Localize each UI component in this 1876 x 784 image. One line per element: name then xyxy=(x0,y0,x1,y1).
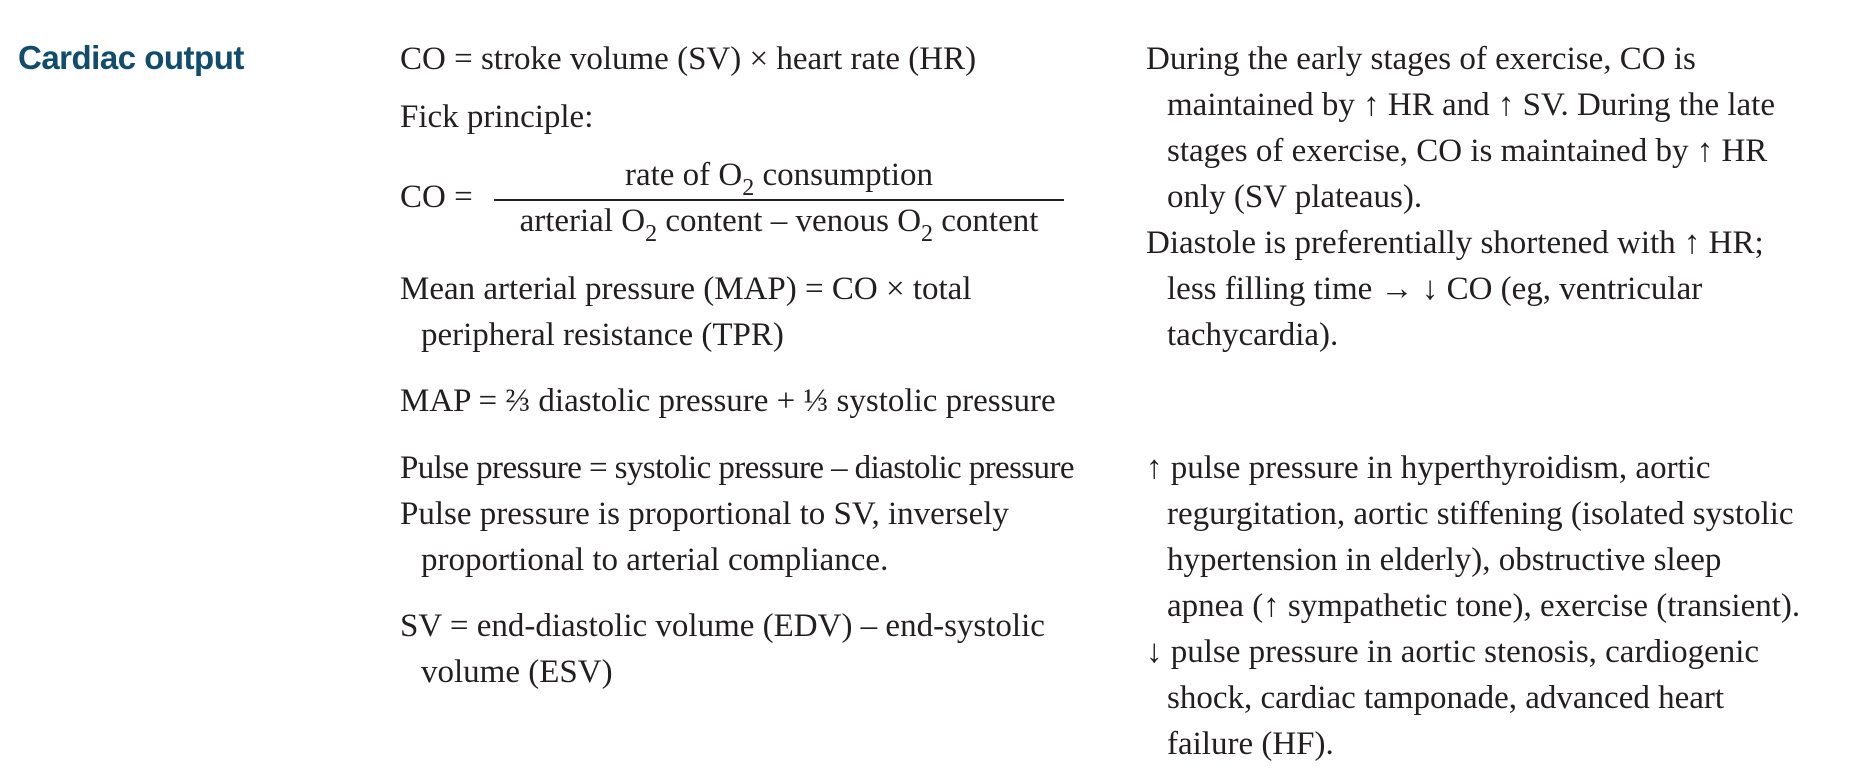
fick-lhs: CO = xyxy=(400,179,473,215)
diastole-line-1: Diastole is preferentially shortened wit… xyxy=(1146,225,1764,261)
fick-denominator: arterial O2 content – venous O2 content xyxy=(519,203,1039,247)
fick-numerator: rate of O2 consumption xyxy=(624,157,934,201)
section-heading: Cardiac output xyxy=(18,39,244,76)
pp-down-line-1: ↓ pulse pressure in aortic stenosis, car… xyxy=(1146,634,1760,670)
pp-down-line-2: shock, cardiac tamponade, advanced heart xyxy=(1167,680,1725,716)
exercise-line-4: only (SV plateaus). xyxy=(1167,179,1423,215)
pp-prop-line-2: proportional to arterial compliance. xyxy=(421,542,889,578)
map-fraction-formula: MAP = ⅔ diastolic pressure + ⅓ systolic … xyxy=(400,378,1140,424)
map-line-1: Mean arterial pressure (MAP) = CO × tota… xyxy=(400,271,972,307)
pp-formula: Pulse pressure = systolic pressure – dia… xyxy=(400,450,1074,486)
pp-prop-line-1: Pulse pressure is proportional to SV, in… xyxy=(400,496,1009,532)
fick-formula: CO = rate of O2 consumption arterial O2 … xyxy=(400,152,1120,252)
exercise-note: During the early stages of exercise, CO … xyxy=(1146,36,1876,358)
map-fraction-text: MAP = ⅔ diastolic pressure + ⅓ systolic … xyxy=(400,383,1056,419)
exercise-line-2: maintained by ↑ HR and ↑ SV. During the … xyxy=(1167,87,1775,123)
exercise-line-1: During the early stages of exercise, CO … xyxy=(1146,41,1696,77)
pp-up-line-2: regurgitation, aortic stiffening (isolat… xyxy=(1167,496,1794,532)
diastole-line-3: tachycardia). xyxy=(1167,317,1339,353)
co-formula-block: CO = stroke volume (SV) × heart rate (HR… xyxy=(400,36,1140,140)
map-line-2: peripheral resistance (TPR) xyxy=(421,317,784,353)
co-formula: CO = stroke volume (SV) × heart rate (HR… xyxy=(400,41,977,77)
fraction-bar xyxy=(494,199,1064,201)
pp-up-line-1: ↑ pulse pressure in hyperthyroidism, aor… xyxy=(1146,450,1711,486)
map-block: Mean arterial pressure (MAP) = CO × tota… xyxy=(400,266,1140,358)
sv-block: SV = end-diastolic volume (EDV) – end-sy… xyxy=(400,603,1140,695)
pp-up-line-4: apnea (↑ sympathetic tone), exercise (tr… xyxy=(1167,588,1801,624)
pp-down-line-3: failure (HF). xyxy=(1167,726,1334,762)
fick-label: Fick principle: xyxy=(400,99,594,135)
sv-line-2: volume (ESV) xyxy=(421,654,613,690)
sv-line-1: SV = end-diastolic volume (EDV) – end-sy… xyxy=(400,608,1045,644)
pp-up-line-3: hypertension in elderly), obstructive sl… xyxy=(1167,542,1722,578)
pulse-pressure-notes: ↑ pulse pressure in hyperthyroidism, aor… xyxy=(1146,445,1876,767)
diastole-line-2: less filling time → ↓ CO (eg, ventricula… xyxy=(1167,271,1703,307)
exercise-line-3: stages of exercise, CO is maintained by … xyxy=(1167,133,1768,169)
pulse-pressure-block: Pulse pressure = systolic pressure – dia… xyxy=(400,445,1140,583)
